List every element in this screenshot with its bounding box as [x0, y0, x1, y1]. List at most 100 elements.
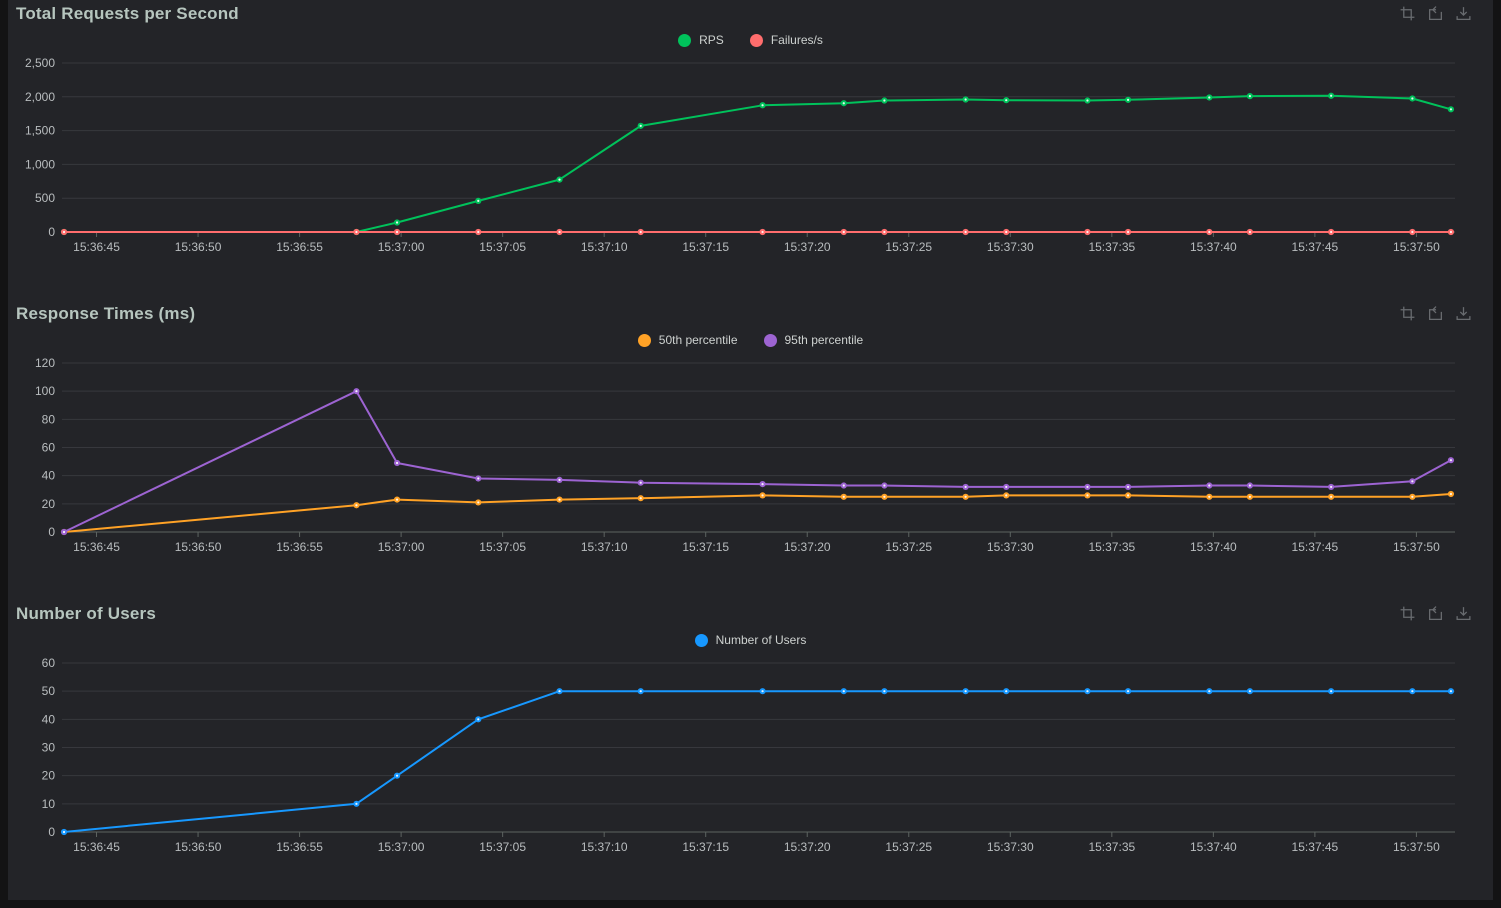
data-point-center	[395, 230, 399, 234]
legend-marker-icon	[678, 33, 692, 47]
data-point-center	[1005, 230, 1008, 234]
svg-text:15:37:00: 15:37:00	[378, 840, 425, 854]
svg-text:15:37:35: 15:37:35	[1088, 540, 1135, 554]
svg-text:0: 0	[48, 525, 55, 539]
legend-item[interactable]: Failures/s	[749, 33, 823, 47]
svg-text:15:37:30: 15:37:30	[987, 540, 1034, 554]
series-line[interactable]	[63, 94, 1452, 233]
series-failures-s	[60, 228, 1455, 236]
legend-item[interactable]: 95th percentile	[763, 333, 864, 347]
data-point-center	[477, 477, 480, 480]
data-point-center	[761, 494, 764, 497]
data-point-center	[1330, 230, 1333, 234]
data-point-center	[1330, 485, 1333, 489]
svg-text:10: 10	[42, 797, 56, 811]
svg-text:15:36:55: 15:36:55	[276, 840, 323, 854]
data-point-center	[1248, 690, 1252, 693]
data-point-center	[1086, 485, 1089, 489]
data-point-center	[761, 690, 764, 693]
series-line[interactable]	[63, 690, 1452, 833]
svg-text:15:36:50: 15:36:50	[175, 840, 222, 854]
data-point-center	[1449, 690, 1453, 693]
svg-text:100: 100	[35, 384, 55, 398]
restore-icon[interactable]	[1427, 605, 1444, 622]
restore-icon[interactable]	[1427, 305, 1444, 322]
data-point-center	[558, 478, 561, 481]
series-line[interactable]	[63, 390, 1452, 533]
data-point-center	[395, 774, 399, 777]
data-point-center	[964, 495, 967, 498]
legend-label: Failures/s	[770, 33, 823, 47]
data-zoom-icon[interactable]	[1399, 305, 1416, 322]
data-point-center	[1411, 495, 1414, 498]
y-axis-labels: 0 10 20 30 40 50 60	[42, 656, 56, 839]
data-point-center	[842, 495, 845, 498]
series-95th-percentile	[60, 388, 1455, 536]
data-point-center	[639, 481, 642, 484]
svg-text:15:37:15: 15:37:15	[682, 540, 729, 554]
charts-panel: Total Requests per Second RPS Failures/s …	[8, 0, 1493, 900]
data-point-center	[1248, 230, 1252, 234]
svg-text:15:37:50: 15:37:50	[1393, 240, 1440, 254]
data-point-center	[883, 690, 886, 693]
data-point-center	[62, 530, 66, 534]
data-point-center	[883, 484, 886, 487]
series-line[interactable]	[63, 493, 1452, 533]
data-point-center	[558, 498, 561, 501]
svg-text:15:37:25: 15:37:25	[885, 540, 932, 554]
legend-marker-icon	[637, 333, 651, 347]
svg-text:15:36:45: 15:36:45	[73, 540, 120, 554]
data-point-center	[1005, 485, 1008, 489]
data-point-center	[639, 230, 642, 234]
svg-text:2,000: 2,000	[25, 90, 55, 104]
chart-title: Number of Users	[16, 604, 156, 623]
svg-text:1,000: 1,000	[25, 157, 55, 171]
data-point-center	[355, 390, 358, 393]
legend-item[interactable]: RPS	[678, 33, 724, 47]
save-image-icon[interactable]	[1455, 5, 1472, 22]
svg-text:15:36:45: 15:36:45	[73, 840, 120, 854]
svg-text:15:37:35: 15:37:35	[1088, 240, 1135, 254]
data-point-center	[1005, 690, 1008, 693]
legend-label: Number of Users	[715, 633, 807, 647]
legend-marker-icon	[749, 33, 763, 47]
data-point-center	[1449, 459, 1453, 462]
svg-text:60: 60	[42, 441, 56, 455]
data-point-center	[1086, 690, 1089, 693]
data-point-center	[842, 484, 845, 487]
svg-text:15:37:05: 15:37:05	[479, 840, 526, 854]
data-point-center	[1208, 690, 1211, 693]
legend-item[interactable]: Number of Users	[694, 633, 807, 647]
data-point-center	[1086, 99, 1089, 102]
data-zoom-icon[interactable]	[1399, 605, 1416, 622]
save-image-icon[interactable]	[1455, 605, 1472, 622]
svg-text:15:37:50: 15:37:50	[1393, 540, 1440, 554]
legend-item[interactable]: 50th percentile	[637, 333, 738, 347]
svg-text:15:37:25: 15:37:25	[885, 840, 932, 854]
svg-text:15:37:30: 15:37:30	[987, 840, 1034, 854]
data-point-center	[477, 501, 480, 504]
data-point-center	[964, 485, 967, 489]
data-point-center	[1248, 495, 1252, 498]
save-image-icon[interactable]	[1455, 305, 1472, 322]
data-point-center	[842, 230, 845, 234]
series-rps	[60, 92, 1455, 236]
svg-text:15:37:35: 15:37:35	[1088, 840, 1135, 854]
svg-text:15:37:45: 15:37:45	[1292, 240, 1339, 254]
data-point-center	[639, 497, 642, 500]
restore-icon[interactable]	[1427, 5, 1444, 22]
data-point-center	[1248, 95, 1252, 98]
data-point-center	[883, 495, 886, 498]
x-axis: 15:36:45 15:36:50 15:36:55 15:37:00 15:37:05…	[62, 231, 1455, 254]
svg-text:15:37:30: 15:37:30	[987, 240, 1034, 254]
plot-area[interactable]: 0 500 1,000 1,500 2,000 2,500 15:36:45 15:36:50…	[8, 53, 1501, 258]
data-zoom-icon[interactable]	[1399, 5, 1416, 22]
data-point-center	[1411, 690, 1414, 693]
legend-label: 95th percentile	[784, 333, 864, 347]
series-50th-percentile	[60, 490, 1455, 536]
svg-text:15:37:45: 15:37:45	[1292, 540, 1339, 554]
data-point-center	[1330, 690, 1333, 693]
chart-title: Total Requests per Second	[16, 4, 239, 23]
